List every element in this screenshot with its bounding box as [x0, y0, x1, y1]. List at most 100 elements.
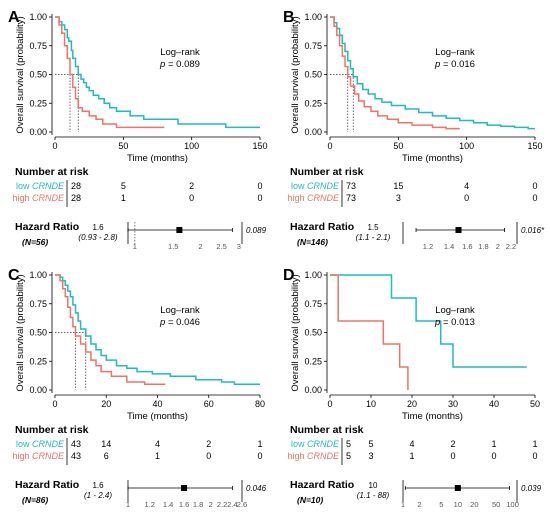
hazard-ratio-ci: (1.1 - 2.1): [356, 233, 391, 242]
forest-tick-label: 1.2: [145, 500, 155, 509]
y-tick-label: 1.00: [29, 12, 47, 22]
survival-curve-high: [55, 16, 165, 129]
hazard-ratio-ci: (1.1 - 88): [357, 491, 390, 500]
risk-count: 5: [121, 181, 126, 191]
risk-row-label-low: low CRNDE: [291, 181, 340, 191]
hazard-ratio-n: (N=10): [297, 495, 323, 505]
hazard-ratio-title: Hazard Ratio: [290, 479, 354, 491]
y-tick-label: 0.00: [29, 127, 47, 137]
forest-tick-label: 3: [237, 242, 241, 251]
y-axis-label: Overall survival (probability): [290, 274, 301, 391]
y-axis-label: Overall survival (probability): [15, 274, 26, 391]
hazard-ratio-n: (N=56): [22, 237, 48, 247]
risk-count: 1: [257, 439, 262, 449]
forest-tick-label: 1.8: [478, 242, 488, 251]
risk-row-label-high: high CRNDE: [287, 193, 340, 203]
survival-curve-low: [55, 274, 260, 386]
risk-count: 14: [101, 439, 111, 449]
risk-table-title: Number at risk: [15, 166, 89, 178]
risk-count: 15: [393, 181, 403, 191]
y-tick-label: 0.75: [304, 41, 322, 51]
forest-tick-label: 1.4: [444, 242, 454, 251]
risk-count: 0: [532, 181, 537, 191]
survival-curve-low: [55, 16, 260, 129]
km-panel-b: B Overall survival (probability) 0.00 0.25 0…: [275, 0, 550, 258]
risk-count: 43: [71, 451, 81, 461]
risk-count: 28: [71, 193, 81, 203]
x-tick-label: 0: [327, 141, 332, 151]
risk-count: 0: [450, 451, 455, 461]
forest-point-estimate: [176, 227, 183, 233]
y-tick-label: 0.25: [304, 98, 322, 108]
risk-row-label-low: low CRNDE: [16, 181, 65, 191]
y-tick-label: 0.00: [304, 385, 322, 395]
risk-count: 0: [206, 451, 211, 461]
risk-table-title: Number at risk: [15, 424, 89, 436]
x-tick-label: 40: [489, 399, 499, 409]
risk-count: 73: [346, 193, 356, 203]
y-axis-label: Overall survival (probability): [15, 16, 26, 133]
hazard-ratio-n: (N=146): [297, 237, 328, 247]
y-tick-label: 1.00: [29, 270, 47, 280]
forest-p-value: 0.039: [521, 484, 542, 493]
survival-curve-high: [330, 16, 460, 130]
y-tick-label: 0.75: [29, 41, 47, 51]
x-tick-label: 30: [448, 399, 458, 409]
x-axis-label: Time (months): [127, 153, 188, 164]
forest-tick-label: 2.6: [237, 500, 247, 509]
survival-curve-low: [330, 274, 527, 368]
risk-count: 2: [206, 439, 211, 449]
forest-tick-label: 2.2: [217, 500, 227, 509]
risk-count: 1: [409, 451, 414, 461]
hazard-ratio-value: 10: [369, 481, 378, 490]
forest-tick-label: 20: [470, 500, 478, 509]
risk-count: 5: [346, 439, 351, 449]
x-tick-label: 20: [407, 399, 417, 409]
x-tick-label: 150: [527, 141, 542, 151]
risk-row-label-high: high CRNDE: [12, 451, 65, 461]
y-tick-label: 1.00: [304, 270, 322, 280]
forest-tick-label: 1: [401, 500, 405, 509]
logrank-p-value: p = 0.089: [159, 59, 200, 70]
y-tick-label: 1.00: [304, 12, 322, 22]
risk-count: 28: [71, 181, 81, 191]
y-tick-label: 0.25: [29, 98, 47, 108]
risk-table-title: Number at risk: [290, 424, 364, 436]
risk-count: 0: [532, 193, 537, 203]
x-tick-label: 100: [184, 141, 199, 151]
y-tick-label: 0.50: [304, 70, 322, 80]
risk-count: 2: [450, 439, 455, 449]
x-tick-label: 20: [101, 399, 111, 409]
logrank-p-value: p = 0.016: [434, 59, 475, 70]
survival-curve-low: [330, 16, 535, 130]
risk-table-title: Number at risk: [290, 166, 364, 178]
hazard-ratio-title: Hazard Ratio: [15, 479, 79, 491]
x-tick-label: 80: [255, 399, 265, 409]
x-tick-label: 0: [327, 399, 332, 409]
forest-point-estimate: [454, 485, 461, 491]
forest-tick-label: 1.4: [163, 500, 173, 509]
forest-tick-label: 2.4: [227, 500, 237, 509]
risk-count: 1: [491, 439, 496, 449]
forest-tick-label: 1.8: [193, 500, 203, 509]
forest-tick-label: 1.6: [179, 500, 189, 509]
y-tick-label: 0.50: [29, 328, 47, 338]
x-axis-label: Time (months): [127, 411, 188, 422]
logrank-label: Log–rank: [435, 305, 475, 316]
forest-tick-label: 1: [126, 500, 130, 509]
forest-point-estimate: [181, 485, 188, 491]
hazard-ratio-value: 1.6: [92, 223, 104, 232]
forest-tick-label: 1.6: [462, 242, 472, 251]
hazard-ratio-title: Hazard Ratio: [290, 221, 354, 233]
y-axis-label: Overall survival (probability): [290, 16, 301, 133]
hazard-ratio-value: 1.6: [92, 481, 104, 490]
x-tick-label: 50: [530, 399, 540, 409]
risk-count: 73: [346, 181, 356, 191]
x-axis-label: Time (months): [402, 153, 463, 164]
logrank-p-value: p = 0.013: [434, 317, 475, 328]
forest-p-value: 0.089: [246, 226, 267, 235]
y-tick-label: 0.25: [304, 356, 322, 366]
risk-row-label-high: high CRNDE: [12, 193, 65, 203]
